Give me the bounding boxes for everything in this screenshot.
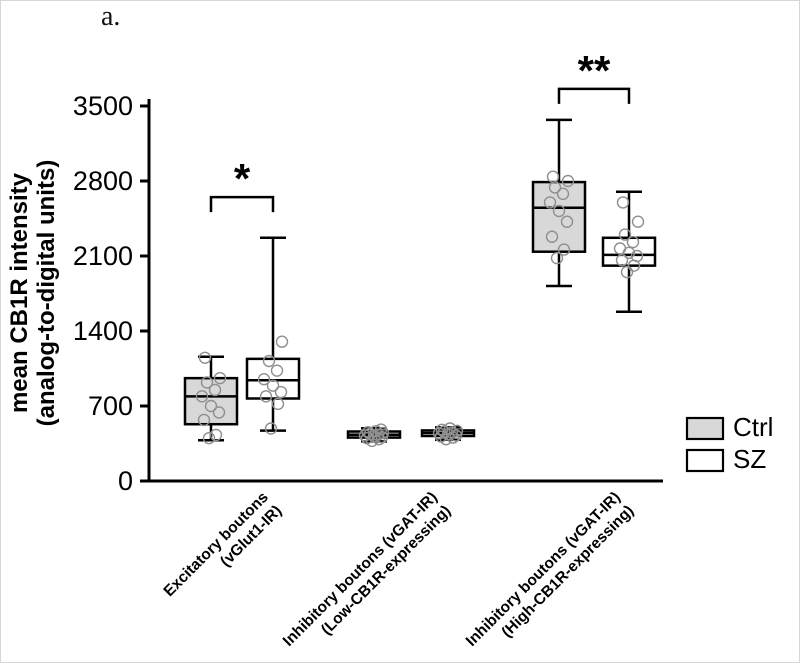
data-point bbox=[626, 235, 640, 249]
legend-swatch-sz bbox=[685, 448, 725, 473]
significance-bracket: * bbox=[209, 155, 275, 213]
data-point bbox=[208, 383, 222, 397]
data-point bbox=[202, 431, 216, 445]
data-point bbox=[550, 251, 564, 265]
data-point bbox=[545, 230, 559, 243]
data-point bbox=[631, 215, 645, 228]
data-point bbox=[616, 196, 630, 209]
data-point bbox=[213, 371, 227, 385]
data-point bbox=[257, 373, 271, 386]
data-point bbox=[435, 423, 449, 436]
data-point bbox=[204, 399, 218, 413]
data-point bbox=[630, 249, 644, 263]
data-point bbox=[556, 187, 570, 201]
svg-text:(analog-to-digital units): (analog-to-digital units) bbox=[33, 160, 60, 427]
y-axis-label: mean CB1R intensity (analog-to-digital un… bbox=[6, 160, 60, 427]
data-point bbox=[552, 204, 566, 218]
y-tick-label: 2800 bbox=[73, 166, 133, 196]
data-point bbox=[615, 254, 629, 267]
data-point bbox=[271, 397, 285, 411]
data-point bbox=[557, 243, 571, 256]
data-point bbox=[450, 424, 464, 438]
y-tick-label: 2100 bbox=[73, 241, 133, 271]
box-ctrl-group3 bbox=[531, 118, 587, 288]
x-label-group2: Inhibitory boutons (vGAT-IR)(Low-CB1R-ex… bbox=[280, 489, 454, 663]
box-sz-group2 bbox=[420, 422, 476, 446]
data-point bbox=[618, 228, 632, 241]
data-point bbox=[198, 351, 212, 364]
data-point bbox=[432, 427, 446, 440]
data-point bbox=[264, 422, 278, 435]
significance-bracket: ** bbox=[557, 47, 631, 104]
data-point bbox=[361, 426, 375, 439]
y-ticks: 0 700 1400 2100 2800 3500 bbox=[73, 91, 149, 496]
svg-text:mean CB1R intensity: mean CB1R intensity bbox=[6, 172, 33, 413]
data-point bbox=[274, 385, 288, 399]
y-tick-label: 3500 bbox=[73, 91, 133, 121]
data-point bbox=[560, 215, 574, 228]
significance-stars: ** bbox=[578, 47, 611, 94]
data-point bbox=[561, 174, 575, 188]
data-point bbox=[620, 265, 634, 279]
data-point bbox=[270, 364, 284, 377]
data-point bbox=[437, 425, 451, 438]
data-point bbox=[363, 427, 377, 441]
data-point bbox=[209, 428, 223, 442]
legend-label-sz: SZ bbox=[733, 444, 766, 474]
data-point bbox=[212, 406, 226, 419]
data-point bbox=[543, 196, 557, 209]
data-point bbox=[275, 335, 289, 348]
y-tick-label: 0 bbox=[118, 466, 133, 496]
data-point bbox=[613, 242, 627, 255]
box-ctrl-group1 bbox=[183, 351, 239, 445]
data-point bbox=[259, 390, 273, 403]
data-point bbox=[358, 429, 372, 442]
box-ctrl-group2 bbox=[346, 423, 402, 448]
data-point bbox=[546, 170, 560, 183]
x-label-group3: Inhibitory boutons (vGAT-IR)(High-CB1R-e… bbox=[463, 489, 637, 663]
y-tick-label: 700 bbox=[88, 391, 133, 421]
data-point bbox=[200, 376, 214, 389]
legend-swatch-ctrl bbox=[685, 416, 725, 441]
data-point bbox=[443, 422, 457, 435]
y-tick-label: 1400 bbox=[73, 316, 133, 346]
legend-label-ctrl: Ctrl bbox=[733, 412, 773, 442]
data-point bbox=[374, 423, 388, 436]
box-sz-group3 bbox=[601, 190, 657, 313]
data-point bbox=[197, 413, 211, 427]
panel-label: a. bbox=[101, 1, 121, 32]
data-point bbox=[262, 354, 276, 368]
x-label-group1: Excitatory boutons(vGlut1-IR) bbox=[161, 489, 286, 614]
box-sz-group1 bbox=[245, 236, 301, 435]
iqr-box bbox=[601, 236, 657, 267]
data-point bbox=[195, 390, 209, 403]
data-point bbox=[369, 424, 383, 438]
data-point bbox=[266, 379, 280, 392]
significance-stars: * bbox=[234, 155, 251, 202]
